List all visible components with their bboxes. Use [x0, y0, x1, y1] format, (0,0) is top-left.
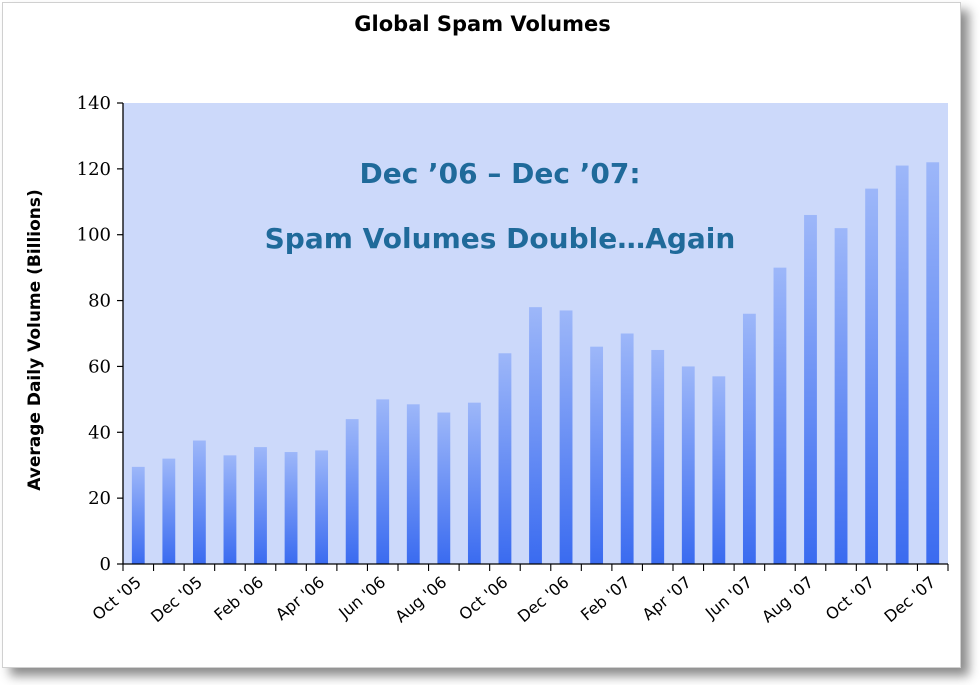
bar-oct-06 — [498, 353, 512, 564]
x-tick-label: Oct '06 — [455, 573, 511, 625]
bar-jun-06 — [376, 399, 390, 564]
bar-nov-06 — [529, 307, 542, 564]
bar-may-07 — [712, 376, 726, 564]
y-tick-label: 0 — [100, 554, 111, 575]
bar-jun-07 — [742, 313, 756, 564]
y-axis-label: Average Daily Volume (Billions) — [25, 189, 45, 491]
bar-chart: 0 20 40 60 80 100 120 140 Oct '05 Dec '05 Feb '06… — [25, 93, 949, 627]
bar-oct-07 — [865, 188, 879, 565]
bar-mar-06 — [284, 452, 298, 564]
bar-feb-06 — [254, 447, 267, 564]
x-tick-label: Jun '07 — [701, 573, 756, 623]
bar-aug-07 — [804, 214, 817, 564]
bar-sep-07 — [834, 228, 848, 564]
annotation-line-2: Spam Volumes Double…Again — [265, 222, 736, 255]
bar-dec-05 — [192, 440, 206, 564]
x-tick-label: Dec '07 — [880, 573, 939, 627]
x-tick-label: Dec '05 — [147, 573, 206, 627]
bar-jul-06 — [406, 404, 420, 564]
annotation-line-1: Dec ’06 – Dec ’07: — [359, 157, 640, 190]
x-tick-label: Dec '06 — [514, 573, 573, 627]
bar-mar-07 — [651, 349, 665, 564]
bar-apr-07 — [681, 366, 695, 564]
y-tick-label: 60 — [88, 356, 111, 377]
bar-aug-06 — [437, 412, 451, 564]
y-tick-label: 140 — [77, 93, 111, 114]
y-tick-label: 20 — [88, 488, 111, 509]
bar-jan-07 — [590, 346, 604, 564]
x-tick-label: Apr '06 — [272, 573, 328, 625]
bar-nov-07 — [895, 165, 909, 564]
x-tick-label: Aug '07 — [758, 573, 817, 627]
bar-nov-05 — [162, 458, 176, 564]
bar-jul-07 — [773, 267, 787, 564]
bar-sep-06 — [467, 402, 481, 564]
bar-dec-06 — [559, 310, 573, 564]
y-tick-label: 120 — [77, 159, 111, 180]
y-tick-label: 100 — [77, 225, 111, 246]
x-tick-label: Jun '06 — [334, 573, 389, 623]
bar-may-06 — [345, 419, 359, 564]
bar-oct-05 — [131, 466, 145, 564]
x-tick-label: Aug '06 — [391, 573, 450, 627]
x-tick-label: Apr '07 — [639, 573, 695, 625]
bar-dec-07 — [926, 162, 940, 564]
x-tick-label: Oct '07 — [822, 573, 878, 625]
y-tick-label: 80 — [88, 291, 111, 312]
bar-jan-06 — [223, 455, 237, 564]
bar-feb-07 — [620, 333, 634, 564]
y-tick-label: 40 — [88, 422, 111, 443]
x-tick-label: Feb '07 — [577, 573, 634, 625]
chart-title: Global Spam Volumes — [354, 12, 611, 36]
x-tick-label: Feb '06 — [210, 573, 267, 625]
bar-apr-06 — [315, 450, 329, 564]
x-tick-label: Oct '05 — [89, 573, 145, 625]
